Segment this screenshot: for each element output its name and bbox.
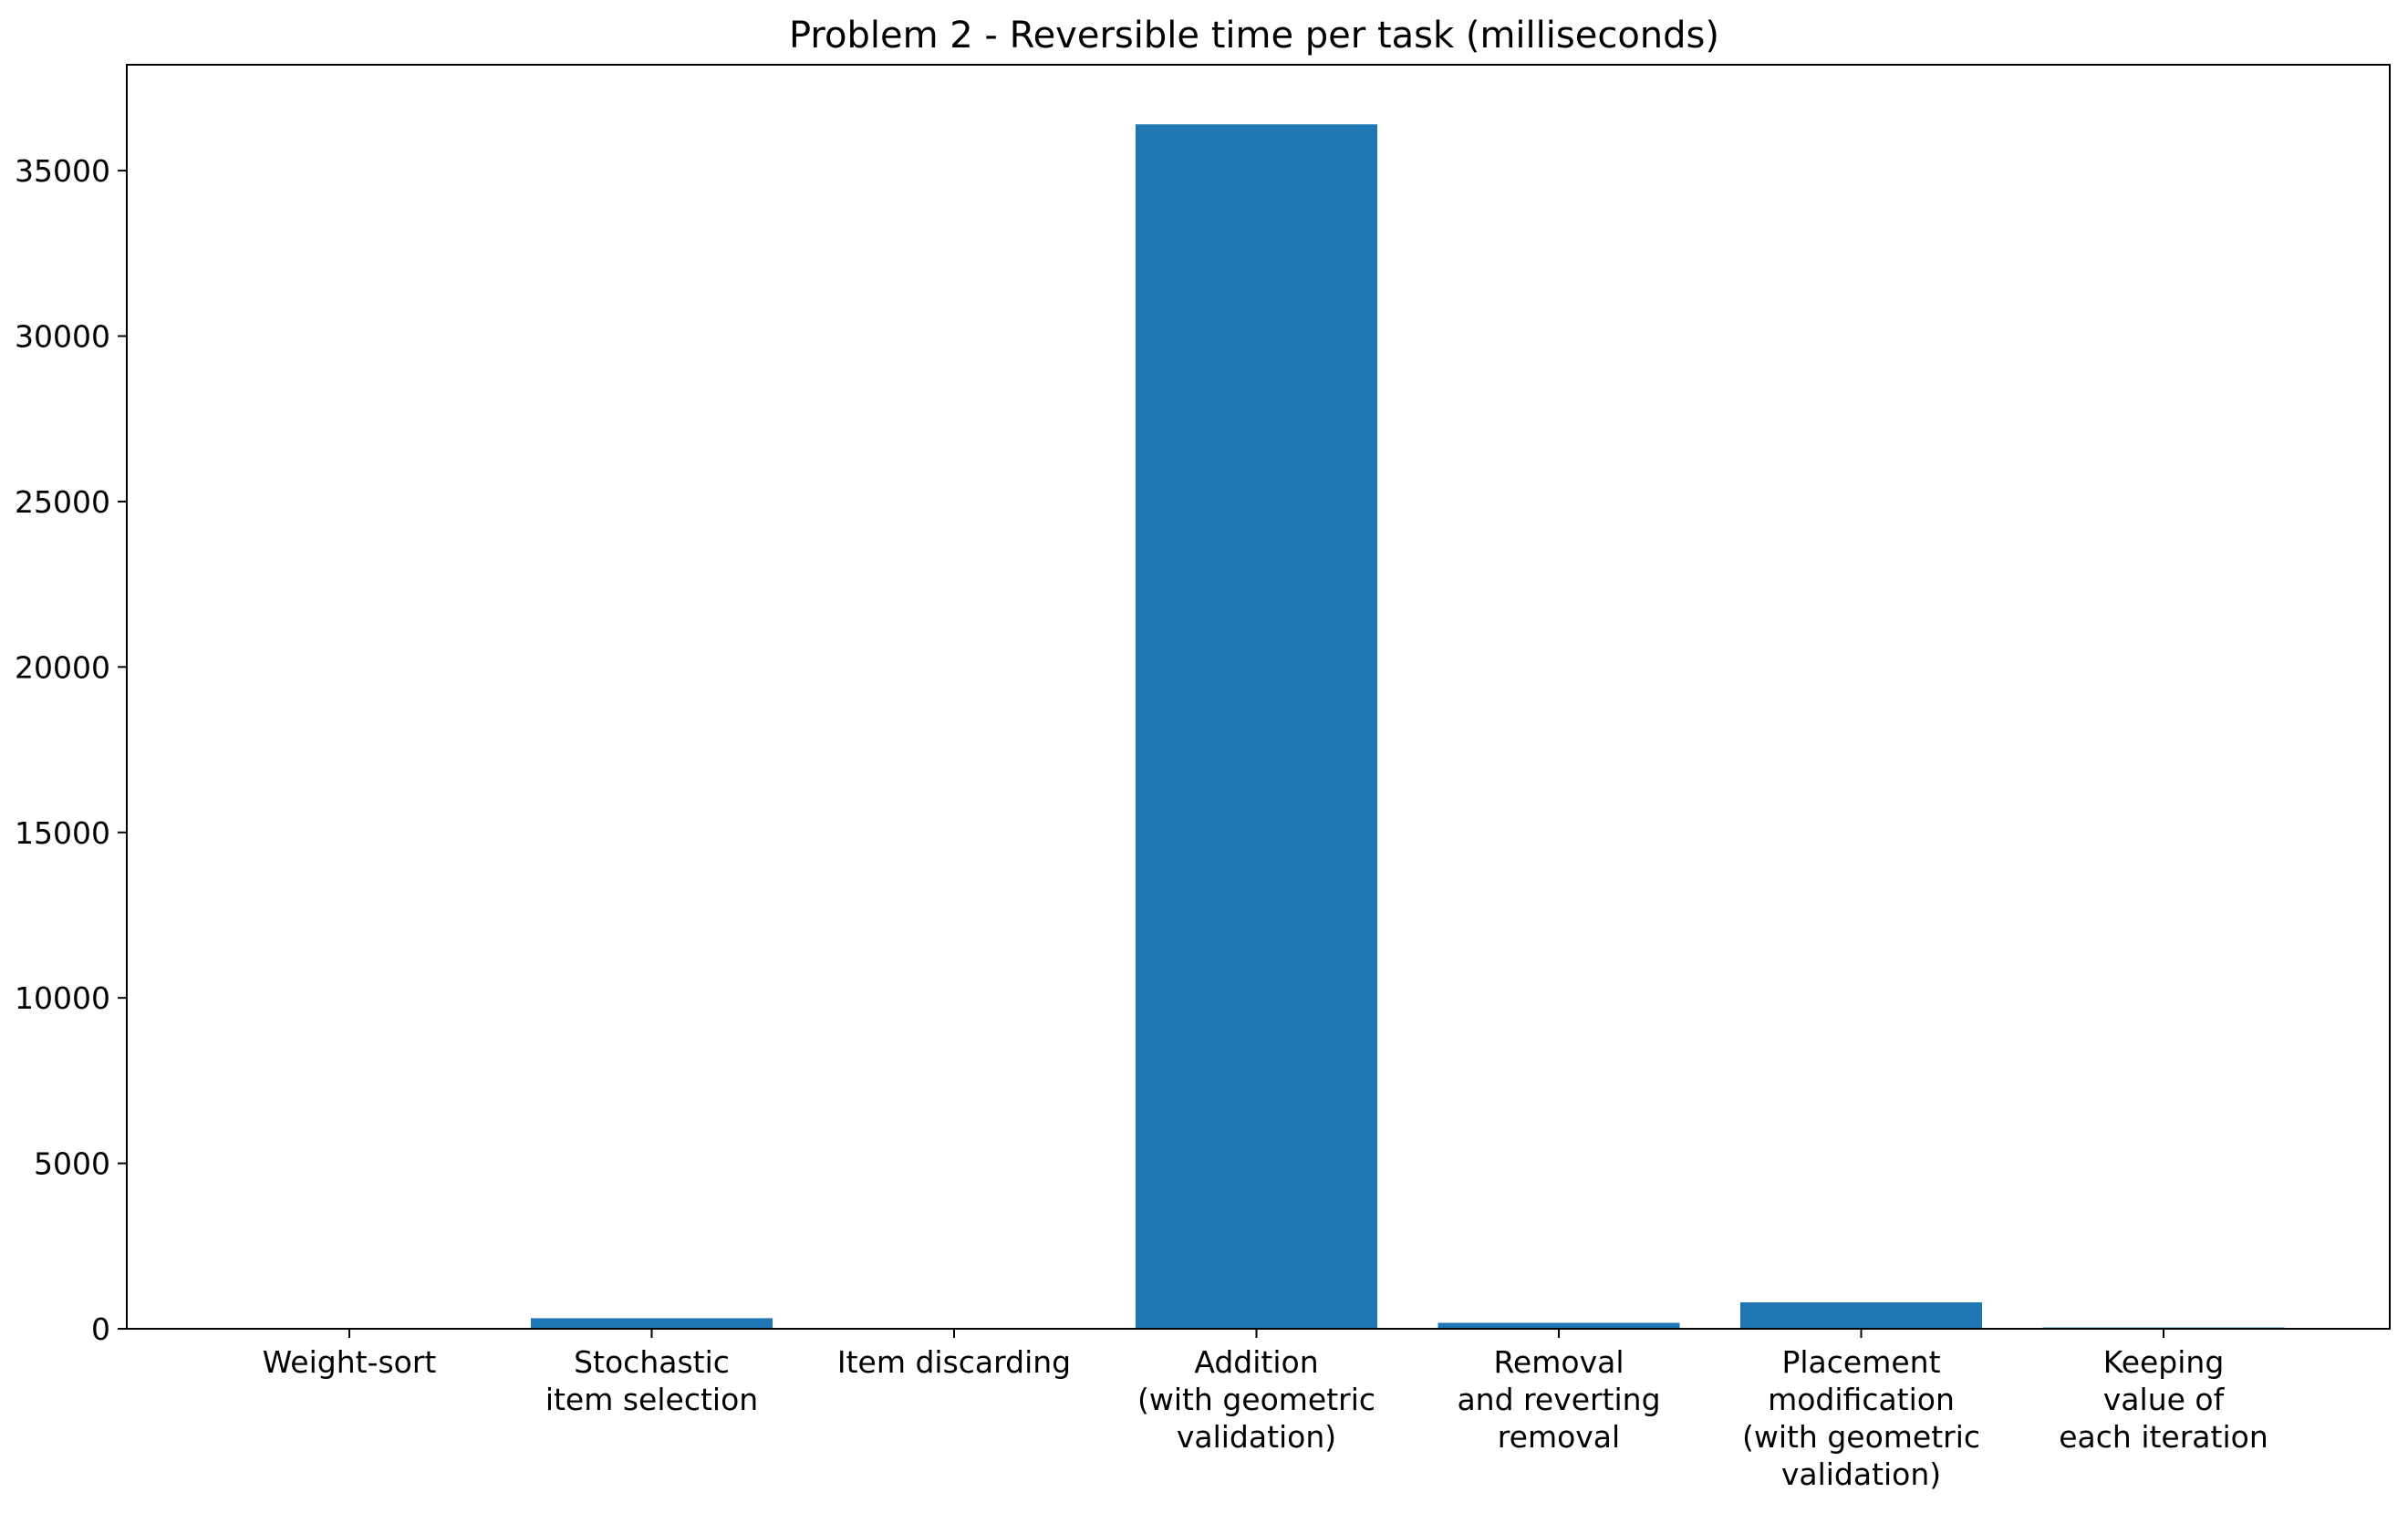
bar-4 <box>1438 1322 1680 1329</box>
x-axis: Weight-sort Stochastic item selection Item … <box>263 1329 2268 1492</box>
y-tick-label-3: 15000 <box>15 815 110 851</box>
y-axis: 0 5000 10000 15000 20000 25000 30000 35000 <box>15 153 127 1347</box>
bar-3 <box>1136 124 1377 1330</box>
bars-group <box>228 124 2285 1330</box>
y-tick-label-1: 5000 <box>34 1146 110 1182</box>
x-tick-label-0: Weight-sort <box>263 1344 437 1380</box>
x-tick-label-2: Item discarding <box>837 1344 1071 1380</box>
x-tick-label-1: Stochastic item selection <box>545 1344 758 1417</box>
bar-1 <box>531 1318 773 1329</box>
x-tick-label-6: Keeping value of each iteration <box>2059 1344 2268 1455</box>
chart-title: Problem 2 - Reversible time per task (mi… <box>789 15 1719 57</box>
plot-frame <box>126 64 2391 1330</box>
x-tick-label-5: Placement modification (with geometric vali… <box>1742 1344 1980 1492</box>
y-tick-label-0: 0 <box>91 1311 110 1347</box>
y-tick-label-6: 30000 <box>15 319 110 355</box>
y-tick-label-2: 10000 <box>15 980 110 1016</box>
y-tick-label-4: 20000 <box>15 649 110 685</box>
y-tick-label-7: 35000 <box>15 153 110 189</box>
y-tick-label-5: 25000 <box>15 484 110 520</box>
x-tick-label-3: Addition (with geometric validation) <box>1137 1344 1375 1455</box>
x-tick-label-4: Removal and reverting removal <box>1457 1344 1660 1455</box>
bar-5 <box>1740 1301 1982 1329</box>
